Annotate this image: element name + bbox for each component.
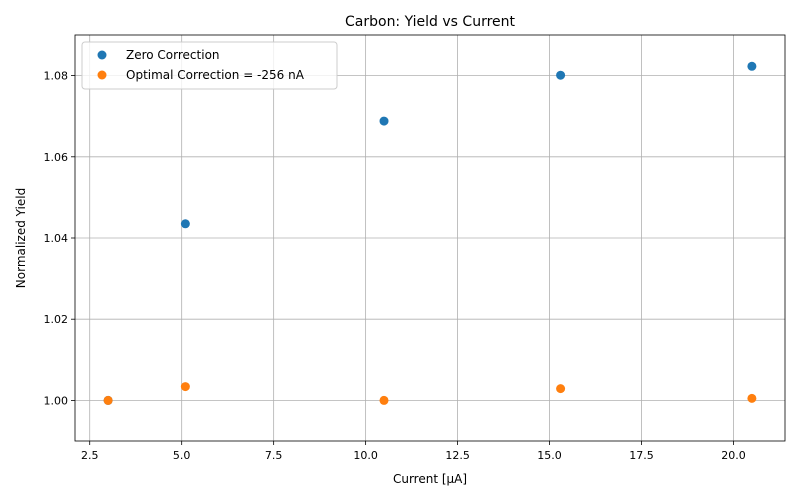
y-tick-label: 1.08 xyxy=(44,70,69,83)
legend-label-optimal-correction: Optimal Correction = -256 nA xyxy=(126,68,305,82)
legend-marker-optimal-correction xyxy=(97,70,107,80)
y-tick-label: 1.00 xyxy=(44,394,69,407)
optimal-correction-point xyxy=(180,382,190,392)
y-tick-label: 1.06 xyxy=(44,151,69,164)
y-axis-label: Normalized Yield xyxy=(14,188,28,288)
data-points xyxy=(103,61,757,405)
zero-correction-point xyxy=(180,219,190,229)
zero-correction-point xyxy=(747,61,757,71)
optimal-correction-point xyxy=(747,393,757,403)
x-tick-label: 2.5 xyxy=(81,449,99,462)
x-tick-label: 15.0 xyxy=(537,449,562,462)
y-tick-label: 1.02 xyxy=(44,313,69,326)
x-tick-label: 20.0 xyxy=(721,449,746,462)
x-tick-label: 7.5 xyxy=(265,449,283,462)
zero-correction-point xyxy=(556,70,566,80)
legend-marker-zero-correction xyxy=(97,50,107,60)
x-tick-label: 12.5 xyxy=(445,449,470,462)
zero-correction-point xyxy=(379,116,389,126)
x-tick-label: 17.5 xyxy=(629,449,654,462)
optimal-correction-point xyxy=(379,395,389,405)
y-axis-ticks: 1.00 1.02 1.04 1.06 1.08 xyxy=(44,70,75,407)
x-tick-label: 10.0 xyxy=(353,449,378,462)
x-axis-ticks: 2.5 5.0 7.5 10.0 12.5 15.0 17.5 20.0 xyxy=(81,441,746,462)
grid-lines xyxy=(75,35,785,441)
legend-box xyxy=(81,41,338,90)
chart-title: Carbon: Yield vs Current xyxy=(345,14,516,30)
legend-label-zero-correction: Zero Correction xyxy=(126,48,220,62)
optimal-correction-point xyxy=(556,384,566,394)
optimal-correction-point xyxy=(103,395,113,405)
legend: Zero Correction Optimal Correction = -25… xyxy=(81,41,338,90)
x-tick-label: 5.0 xyxy=(173,449,191,462)
x-axis-label: Current [μA] xyxy=(393,472,467,486)
y-tick-label: 1.04 xyxy=(44,232,69,245)
